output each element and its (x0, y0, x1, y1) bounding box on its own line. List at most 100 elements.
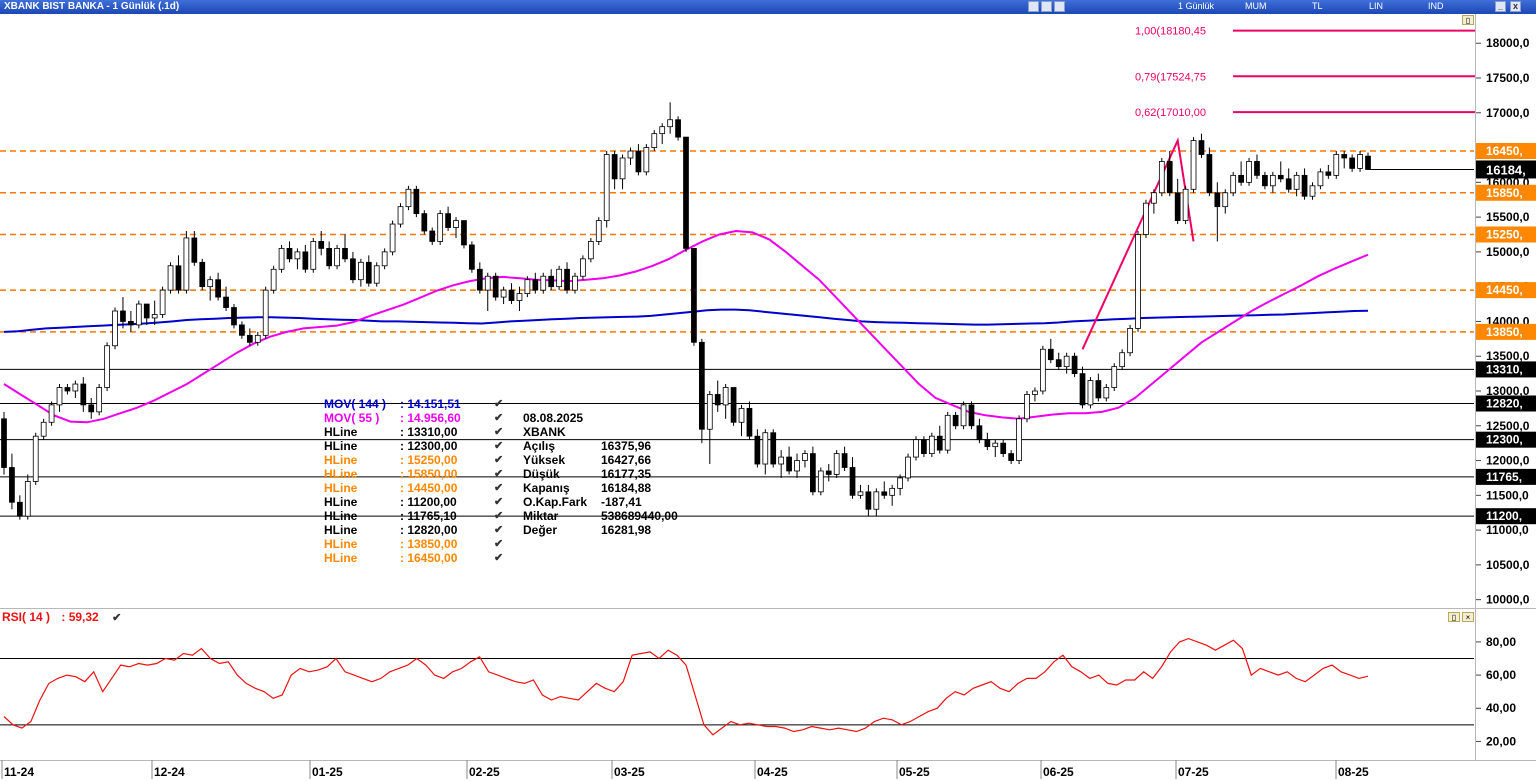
rsi-toggle-icon[interactable]: ✔ (112, 612, 122, 624)
candle-body (683, 136, 689, 249)
candle-body (1166, 161, 1173, 194)
candle-body (1, 418, 7, 468)
candle-body (461, 220, 467, 246)
candle-body (1214, 192, 1221, 208)
candle-body (1365, 155, 1371, 170)
rsi-close-icon[interactable]: × (1462, 612, 1474, 622)
x-tick-label: 07-25 (1178, 765, 1209, 779)
legend-value: : 11200,00 (400, 495, 457, 509)
candle-body (675, 119, 681, 138)
candle-body (913, 439, 919, 458)
candle-body (24, 481, 31, 517)
toolbar-chart-type[interactable]: MUM (1245, 1, 1267, 11)
legend-toggle-icon[interactable]: ✔ (494, 454, 504, 466)
info-key: Düşük (523, 467, 560, 481)
price-tag-bg (1476, 361, 1536, 378)
legend-label: HLine (324, 523, 358, 537)
candle-body (1000, 442, 1007, 454)
candle-body (1309, 185, 1316, 197)
candle-body (960, 404, 967, 427)
candle-body (80, 383, 87, 406)
candle-body (1254, 161, 1260, 176)
toolbar-button-icon[interactable] (1028, 1, 1039, 12)
legend-label: HLine (324, 425, 358, 439)
candle-body (944, 414, 951, 451)
mov144-line (3, 308, 1369, 333)
legend-toggle-icon[interactable]: ✔ (494, 426, 504, 438)
y-tick-label: 13500,0 (1486, 349, 1530, 363)
toolbar-indicator[interactable]: IND (1428, 1, 1444, 11)
candle-body (651, 133, 658, 148)
candle-body (326, 248, 332, 267)
candle-body (595, 220, 602, 242)
legend-toggle-icon[interactable]: ✔ (494, 482, 504, 494)
candle-body (516, 293, 523, 301)
legend-value: : 14.151,51 (400, 397, 461, 411)
candle-body (1174, 192, 1181, 221)
candle-body (1206, 154, 1213, 194)
close-button[interactable]: x (1510, 1, 1521, 12)
y-tick-label: 12000,0 (1486, 454, 1530, 468)
candle-body (556, 268, 562, 288)
price-tag-label: 12300, (1486, 433, 1523, 447)
candle-body (199, 261, 206, 288)
candle-body (936, 435, 943, 451)
candle-body (342, 248, 348, 260)
candle-body (112, 310, 118, 347)
legend-toggle-icon[interactable]: ✔ (494, 412, 504, 424)
x-tick-label: 11-24 (4, 765, 34, 779)
candle-body (1333, 154, 1340, 176)
candle-body (635, 150, 642, 173)
toolbar-button-icon[interactable] (1054, 1, 1065, 12)
legend-toggle-icon[interactable]: ✔ (494, 468, 504, 480)
candle-body (1349, 157, 1355, 169)
candle-body (564, 268, 570, 291)
legend-toggle-icon[interactable]: ✔ (494, 496, 504, 508)
candle-body (96, 387, 103, 413)
price-tag-bg (1476, 323, 1536, 340)
mov55-line (3, 229, 1369, 424)
candle-body (691, 248, 697, 343)
legend-toggle-icon[interactable]: ✔ (494, 398, 504, 410)
price-tag-bg (1476, 431, 1536, 448)
candle-body (381, 251, 388, 267)
candle-body (302, 251, 309, 270)
candle-body (897, 477, 903, 489)
price-tag-bg (1476, 468, 1536, 485)
toolbar-period[interactable]: 1 Günlük (1178, 1, 1215, 11)
rsi-options-icon[interactable]: ▯ (1448, 612, 1460, 622)
panel-options-icon[interactable]: ▯ (1462, 15, 1474, 25)
toolbar-scale[interactable]: LIN (1369, 1, 1384, 11)
info-key: Değer (523, 523, 558, 537)
legend-label: MOV( 55 ) (324, 411, 380, 425)
candle-body (175, 265, 182, 291)
candle-body (373, 265, 380, 284)
candle-body (1198, 140, 1205, 155)
rsi-tick-label: 20,00 (1486, 734, 1516, 748)
candle-body (1111, 366, 1118, 388)
candle-body (270, 268, 277, 291)
toolbar-button-icon[interactable] (1041, 1, 1052, 12)
minimize-button[interactable]: _ (1495, 1, 1506, 12)
price-tag-label: 13850, (1486, 325, 1523, 339)
candle-body (207, 279, 214, 288)
legend-value: : 12820,00 (400, 523, 458, 537)
candle-body (1277, 174, 1284, 180)
candle-body (587, 241, 594, 260)
toolbar-currency[interactable]: TL (1312, 1, 1323, 11)
candle-body (310, 241, 317, 270)
legend-toggle-icon[interactable]: ✔ (494, 440, 504, 452)
legend-toggle-icon[interactable]: ✔ (494, 510, 504, 522)
candle-body (405, 188, 412, 208)
legend-toggle-icon[interactable]: ✔ (494, 524, 504, 536)
candle-body (484, 275, 491, 291)
y-tick-label: 12500,0 (1486, 419, 1530, 433)
price-tag-label: 13310, (1486, 362, 1523, 376)
candle-body (714, 394, 721, 406)
legend-toggle-icon[interactable]: ✔ (494, 552, 504, 564)
candle-body (128, 321, 134, 326)
candle-body (1190, 140, 1197, 190)
legend-toggle-icon[interactable]: ✔ (494, 538, 504, 550)
candle-body (120, 310, 126, 322)
